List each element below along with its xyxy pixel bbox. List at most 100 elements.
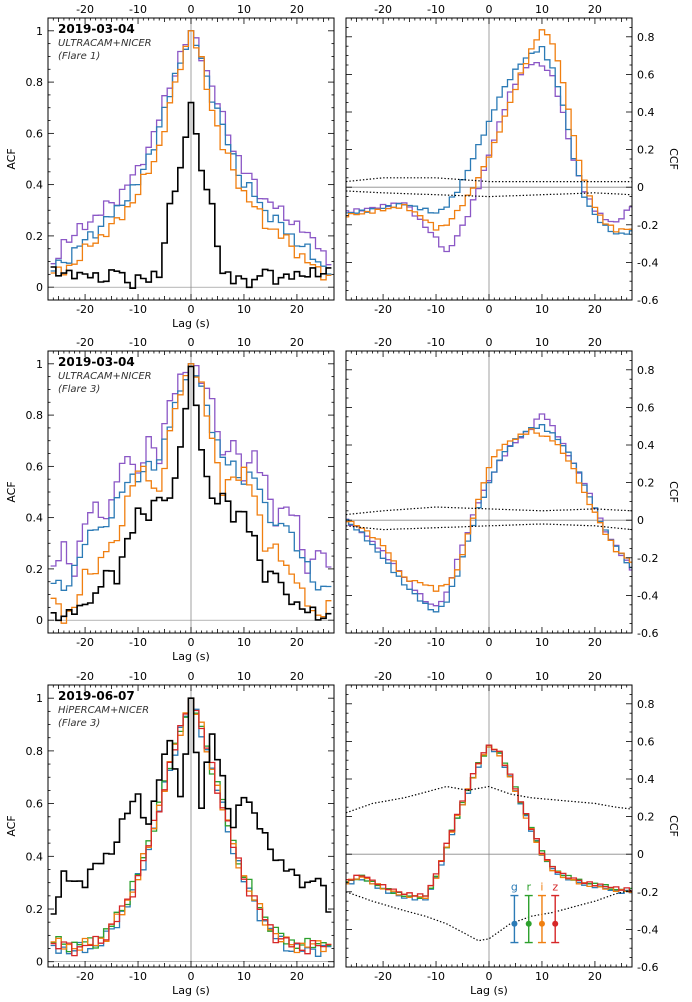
x-tick-label-top: -10 [427, 3, 445, 16]
x-tick-label-top: -20 [374, 670, 392, 683]
y-axis-label: ACF [5, 148, 18, 169]
noise-band-line [346, 506, 632, 516]
series-line-ultracam_r [50, 363, 332, 624]
y-tick-label: 0.4 [26, 850, 44, 863]
y-tick-label: 0.8 [637, 364, 655, 377]
y-axis-label: ACF [5, 815, 18, 836]
series-line-ultracam_u [346, 413, 632, 607]
x-tick-label: 0 [486, 303, 493, 316]
y-tick-label: -0.4 [637, 256, 658, 269]
x-tick-label: -20 [374, 636, 392, 649]
y-tick-label: 0.4 [26, 512, 44, 525]
y-axis-label: CCF [667, 481, 680, 503]
x-tick-label-top: 20 [588, 3, 602, 16]
x-tick-label: -10 [427, 303, 445, 316]
x-axis-label: Lag (s) [172, 984, 210, 997]
x-tick-label: 20 [588, 636, 602, 649]
y-tick-label: 0.6 [26, 460, 44, 473]
panel-flare: (Flare 1) [58, 51, 100, 62]
y-tick-label: 0 [36, 614, 43, 627]
x-tick-label-top: 0 [188, 3, 195, 16]
noise-band-line [346, 785, 632, 814]
y-tick-label: 0.6 [637, 68, 655, 81]
series-line-ultracam_r [346, 29, 632, 233]
legend-marker [552, 920, 559, 927]
x-tick-label: -20 [374, 303, 392, 316]
x-tick-label-top: -10 [129, 670, 147, 683]
series-line-ultracam_r [346, 428, 632, 592]
x-tick-label: 20 [290, 970, 304, 983]
y-tick-label: -0.6 [637, 294, 658, 307]
x-tick-label-top: -10 [129, 336, 147, 349]
x-tick-label: 0 [486, 970, 493, 983]
series-line-xray [50, 365, 332, 622]
x-tick-label: 10 [237, 970, 251, 983]
series-line-ultracam_r [50, 30, 332, 281]
x-tick-label: -10 [129, 970, 147, 983]
x-tick-label: 10 [237, 303, 251, 316]
legend-label: g [511, 881, 518, 894]
x-tick-label-top: -20 [374, 336, 392, 349]
y-tick-label: -0.6 [637, 627, 658, 640]
y-tick-label: 0.8 [26, 409, 44, 422]
x-tick-label-top: -10 [129, 3, 147, 16]
y-tick-label: 0.6 [637, 735, 655, 748]
y-tick-label: 0.4 [637, 773, 655, 786]
series-group [50, 697, 332, 957]
y-tick-label: 0.2 [637, 144, 655, 157]
x-tick-label: -10 [427, 970, 445, 983]
y-tick-label: 0.8 [26, 745, 44, 758]
y-tick-label: 0 [637, 514, 644, 527]
series-line-ultracam_g [346, 424, 632, 613]
panel-3: -20 -20 -10 -10 0 0 10 10 20 20 0 0.2 0.4 0.6 0.8 1 Lag … [5, 336, 335, 663]
x-tick-label: -20 [76, 970, 94, 983]
x-axis-label: Lag (s) [172, 317, 210, 330]
x-tick-label-top: 0 [486, 336, 493, 349]
x-tick-label: -10 [129, 636, 147, 649]
y-tick-label: 0.8 [26, 76, 44, 89]
panel-instrument: ULTRACAM+NICER [58, 38, 152, 49]
legend-entry-z: z [551, 881, 560, 944]
series-line-ultracam_u [346, 61, 632, 253]
x-axis-label: Lag (s) [172, 650, 210, 663]
x-tick-label-top: -20 [76, 3, 94, 16]
y-tick-label: 0 [637, 181, 644, 194]
x-tick-label-top: 10 [535, 3, 549, 16]
y-tick-label: 0.4 [637, 106, 655, 119]
x-tick-label-top: 10 [535, 336, 549, 349]
legend-label: r [526, 881, 531, 894]
x-tick-label: -10 [427, 636, 445, 649]
x-tick-label: 0 [188, 636, 195, 649]
noise-band-line [346, 889, 632, 942]
panel-4: -20 -20 -10 -10 0 0 10 10 20 20 -0.6 -0.4 -0.2 0 0.2 0.… [345, 336, 680, 649]
legend-entry-i: i [537, 881, 546, 944]
y-tick-label: 0.6 [637, 401, 655, 414]
y-tick-label: -0.2 [637, 886, 658, 899]
x-tick-label-top: -20 [76, 336, 94, 349]
y-axis-label: ACF [5, 481, 18, 502]
legend-marker [511, 920, 518, 927]
legend-entry-g: g [510, 881, 519, 944]
x-tick-label-top: 20 [290, 670, 304, 683]
panel-instrument: HiPERCAM+NICER [58, 705, 149, 716]
y-tick-label: 0.6 [26, 127, 44, 140]
panel-2: -20 -20 -10 -10 0 0 10 10 20 20 -0.6 -0.4 -0.2 0 0.2 0.… [345, 3, 680, 316]
y-tick-label: 1 [36, 358, 43, 371]
x-tick-label-top: -10 [427, 670, 445, 683]
x-tick-label-top: 10 [535, 670, 549, 683]
legend-entry-r: r [524, 881, 533, 944]
panel-6: -20 -20 -10 -10 0 0 10 10 20 20 -0.6 -0.4 -0.2 0 0.2 0.… [345, 670, 680, 997]
y-tick-label: 0.8 [637, 698, 655, 711]
panel-date: 2019-03-04 [58, 22, 135, 36]
y-tick-label: 0.4 [26, 179, 44, 192]
series-line-xray [50, 101, 332, 290]
noise-band-line [346, 190, 632, 198]
x-tick-label-top: 0 [486, 670, 493, 683]
x-tick-label-top: 20 [290, 3, 304, 16]
panel-1: -20 -20 -10 -10 0 0 10 10 20 20 0 0.2 0.4 0.6 0.8 1 Lag … [5, 3, 335, 330]
x-tick-label-top: 0 [486, 3, 493, 16]
panel-instrument: ULTRACAM+NICER [58, 371, 152, 382]
x-tick-label-top: -20 [374, 3, 392, 16]
x-tick-label: 10 [535, 970, 549, 983]
